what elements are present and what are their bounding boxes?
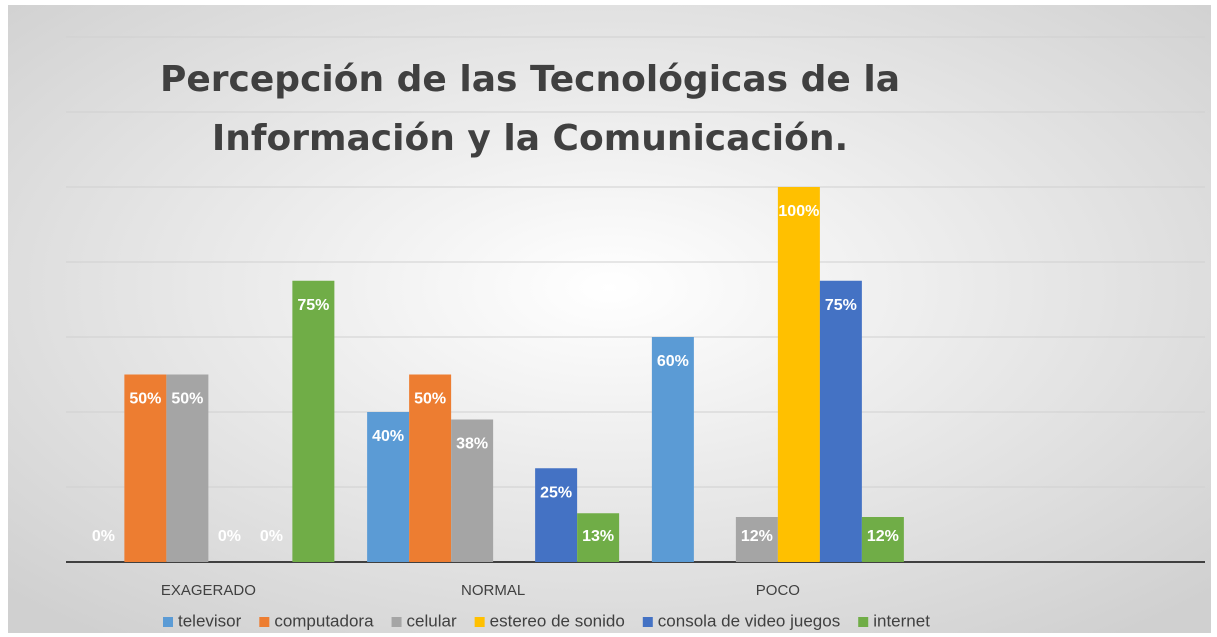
bar [777, 187, 820, 562]
data-label: 50% [171, 391, 203, 408]
legend-swatch [858, 617, 869, 627]
legend-label: estereo de sonido [490, 611, 625, 630]
bar [651, 337, 694, 562]
x-tick-label: POCO [756, 582, 800, 599]
data-label: 13% [582, 528, 614, 545]
data-label: 100% [778, 203, 819, 220]
bar [124, 374, 167, 562]
data-label: 0% [260, 528, 283, 545]
bar [166, 374, 209, 562]
chart-title: Percepción de las Tecnológicas de la [160, 59, 900, 100]
legend-swatch [474, 617, 485, 627]
legend-label: consola de video juegos [658, 611, 840, 630]
data-label: 12% [867, 528, 899, 545]
legend-label: televisor [178, 611, 242, 630]
data-label: 12% [741, 528, 773, 545]
bar [292, 280, 335, 562]
data-label: 75% [297, 297, 329, 314]
bar [409, 374, 452, 562]
data-label: 0% [218, 528, 241, 545]
bar [577, 513, 620, 562]
data-label: 25% [540, 484, 572, 501]
legend-swatch [391, 617, 402, 627]
data-label: 0% [92, 528, 115, 545]
legend-swatch [642, 617, 653, 627]
chart-title: Información y la Comunicación. [212, 118, 848, 159]
bar [819, 280, 862, 562]
legend-label: celular [407, 611, 457, 630]
legend-swatch [163, 617, 173, 627]
data-label: 50% [414, 391, 446, 408]
legend-swatch [259, 617, 270, 627]
bar [735, 517, 778, 562]
data-label: 50% [129, 391, 161, 408]
bar [535, 468, 578, 562]
data-label: 75% [825, 297, 857, 314]
bar [861, 517, 904, 562]
bar [367, 412, 410, 562]
data-label: 40% [372, 428, 404, 445]
x-tick-label: NORMAL [461, 582, 525, 599]
legend-label: internet [873, 611, 930, 630]
data-label: 38% [456, 436, 488, 453]
data-label: 60% [657, 353, 689, 370]
legend-label: computadora [274, 611, 374, 630]
bar [451, 419, 494, 562]
x-tick-label: EXAGERADO [161, 582, 256, 599]
